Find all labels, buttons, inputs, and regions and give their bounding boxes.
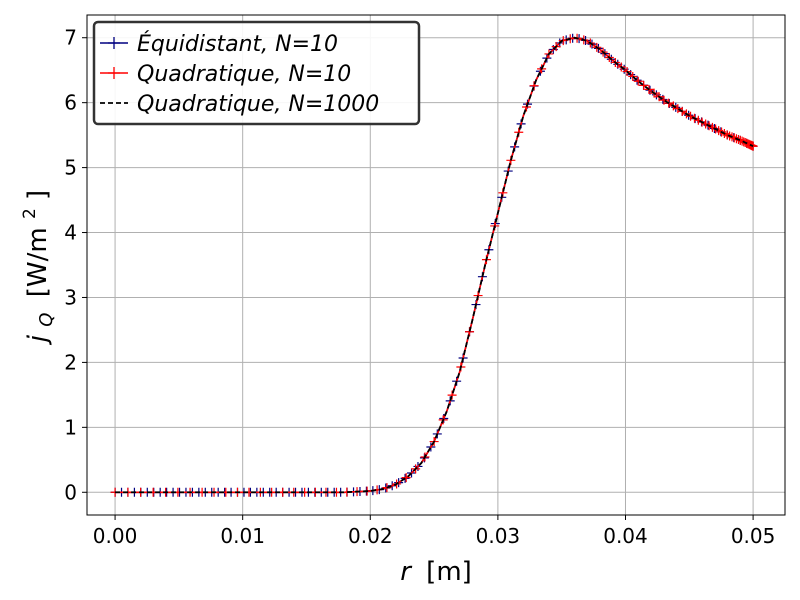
x-axis-label: r [m]: [400, 557, 472, 587]
legend: Équidistant, N=10 Quadratique, N=10 Quad…: [92, 20, 421, 126]
data-point-quadratique-10: [729, 133, 739, 143]
data-point-quadratique-10: [659, 95, 669, 105]
legend-entry-equidistant: Équidistant, N=10: [100, 31, 338, 57]
data-point-quadratique-10: [628, 71, 638, 81]
plot-frame: [86, 14, 786, 516]
y-tick-label: 7: [64, 26, 77, 50]
series-layer: [110, 33, 758, 497]
y-axis-unit-close: ]: [23, 190, 53, 200]
x-tick-label: 0.02: [348, 524, 393, 548]
legend-label-quadratique-1000: Quadratique, N=1000: [137, 92, 379, 117]
x-axis-variable: r: [400, 557, 413, 587]
data-point-quadratique-10: [693, 115, 703, 125]
y-tick-label: 6: [64, 91, 77, 115]
y-tick-label: 5: [64, 156, 77, 180]
legend-marker-equidistant: [108, 37, 120, 49]
legend-label-quadratique-10: Quadratique, N=10: [137, 62, 351, 87]
legend-label-equidistant: Équidistant, N=10: [137, 31, 338, 57]
x-tick-label: 0.00: [93, 524, 138, 548]
y-tick-label: 1: [64, 415, 77, 439]
y-tick-label: 4: [64, 221, 77, 245]
x-tick-label: 0.04: [603, 524, 648, 548]
y-axis-unit-superscript: 2: [20, 208, 40, 219]
ticks: 0.00 0.01 0.02 0.03 0.04 0.05 0 1 2 3 4 5 6 7: [64, 26, 775, 548]
data-point-quadratique-10: [447, 390, 457, 400]
data-point-quadratique-10: [686, 111, 696, 121]
x-axis-unit: [m]: [426, 557, 472, 587]
data-point-quadratique-10: [521, 102, 531, 112]
y-axis-label: j Q [W/m 2 ]: [12, 190, 59, 345]
x-tick-label: 0.03: [476, 524, 521, 548]
data-point-quadratique-10: [529, 81, 539, 91]
y-tick-label: 2: [64, 350, 77, 374]
data-point-quadratique-10: [639, 80, 649, 90]
y-tick-label: 3: [64, 285, 77, 309]
series-line-quadratique-1000: [115, 36, 754, 494]
y-axis-variable: j: [23, 334, 53, 345]
legend-box: [92, 20, 421, 126]
legend-marker-quadratique-10: [108, 67, 120, 79]
data-point-quadratique-10: [401, 473, 411, 483]
y-tick-label: 0: [64, 480, 77, 504]
x-tick-label: 0.01: [220, 524, 265, 548]
legend-entry-quadratique-1000: Quadratique, N=1000: [100, 92, 379, 117]
x-tick-label: 0.05: [731, 524, 776, 548]
y-axis-subscript: Q: [36, 313, 57, 327]
data-point-quadratique-10: [633, 76, 643, 86]
legend-entry-quadratique-10: Quadratique, N=10: [100, 62, 351, 87]
y-axis-unit: [W/m: [23, 227, 53, 297]
